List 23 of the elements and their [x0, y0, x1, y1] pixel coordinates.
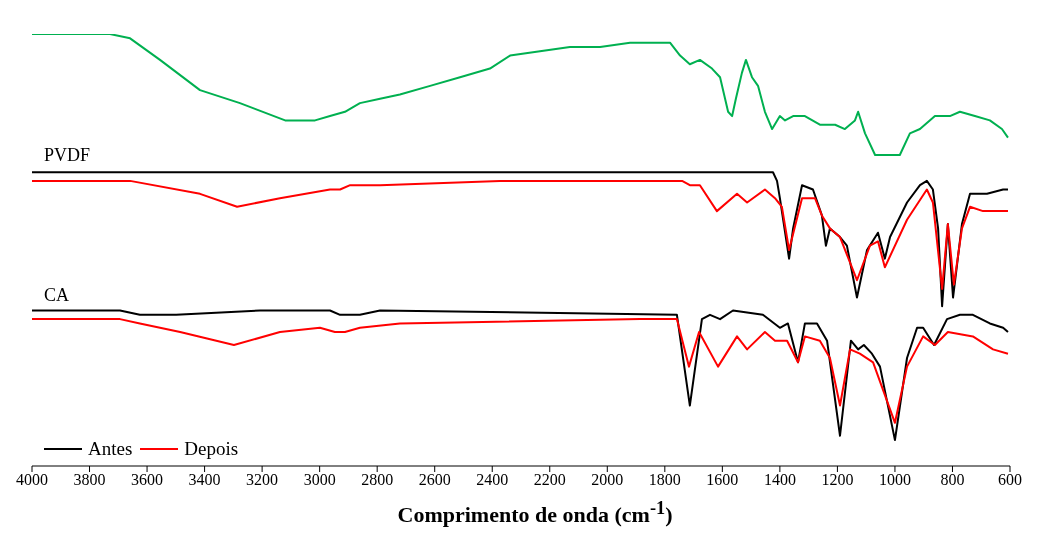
x-tick-label: 1200 — [821, 471, 854, 489]
legend-label: Depois — [184, 438, 239, 460]
x-tick-label: 3000 — [303, 471, 336, 489]
x-tick-label: 2000 — [591, 471, 624, 489]
x-tick-label: 1400 — [763, 471, 796, 489]
x-tick-label: 1000 — [878, 471, 911, 489]
x-tick-label: 2800 — [361, 471, 394, 489]
x-tick-label: 2200 — [533, 471, 566, 489]
x-tick-label: 2600 — [418, 471, 451, 489]
legend-label: Antes — [88, 438, 133, 460]
x-tick-label: 3800 — [73, 471, 106, 489]
x-tick-label: 4000 — [16, 471, 48, 489]
annotation: CA — [44, 285, 70, 306]
x-tick-label: 3200 — [246, 471, 279, 489]
x-tick-label: 2400 — [476, 471, 509, 489]
x-tick-label: 1800 — [648, 471, 681, 489]
x-tick-label: 800 — [940, 471, 965, 489]
x-axis-title: Comprimento de onda (cm$^{-1}$) — [396, 498, 674, 529]
x-tick-label: 1600 — [706, 471, 739, 489]
x-tick-label: 600 — [998, 471, 1022, 489]
annotation: PVDF — [44, 145, 91, 166]
x-tick-label: 3600 — [131, 471, 164, 489]
x-tick-label: 3400 — [188, 471, 221, 489]
